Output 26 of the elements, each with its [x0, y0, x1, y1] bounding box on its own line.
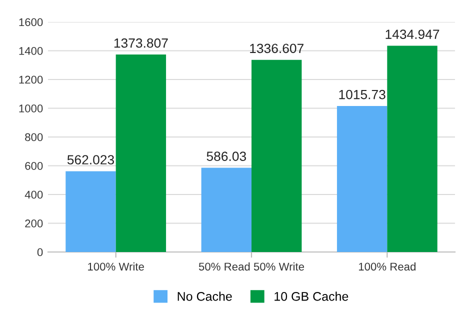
bar: [252, 60, 302, 252]
data-label: 1015.73: [339, 90, 386, 100]
y-tick-label: 800: [25, 133, 43, 142]
x-tick-label: 50% Read 50% Write: [198, 262, 304, 271]
x-tick-label: 100% Read: [358, 262, 416, 271]
bar: [201, 168, 252, 252]
bar: [66, 171, 116, 252]
y-tick-label: 0: [37, 248, 43, 256]
bar: [116, 54, 166, 252]
data-label: 1336.607: [250, 44, 304, 54]
y-tick-label: 200: [25, 220, 43, 228]
data-label: 562.023: [67, 155, 114, 164]
legend-label: 10 GB Cache: [274, 292, 348, 301]
legend-label: No Cache: [178, 292, 232, 301]
y-tick-label: 1600: [19, 18, 43, 26]
y-tick-label: 1200: [19, 76, 43, 84]
data-label: 586.03: [206, 152, 246, 161]
y-tick-label: 1400: [19, 47, 43, 55]
bar: [387, 46, 438, 252]
x-tick-label: 100% Write: [88, 262, 144, 271]
bar: [336, 106, 388, 252]
data-label: 1434.947: [386, 30, 440, 39]
y-tick-label: 400: [24, 190, 43, 199]
data-label: 1373.807: [114, 38, 168, 48]
y-tick-label: 600: [25, 162, 43, 170]
y-tick-label: 1000: [19, 104, 43, 112]
